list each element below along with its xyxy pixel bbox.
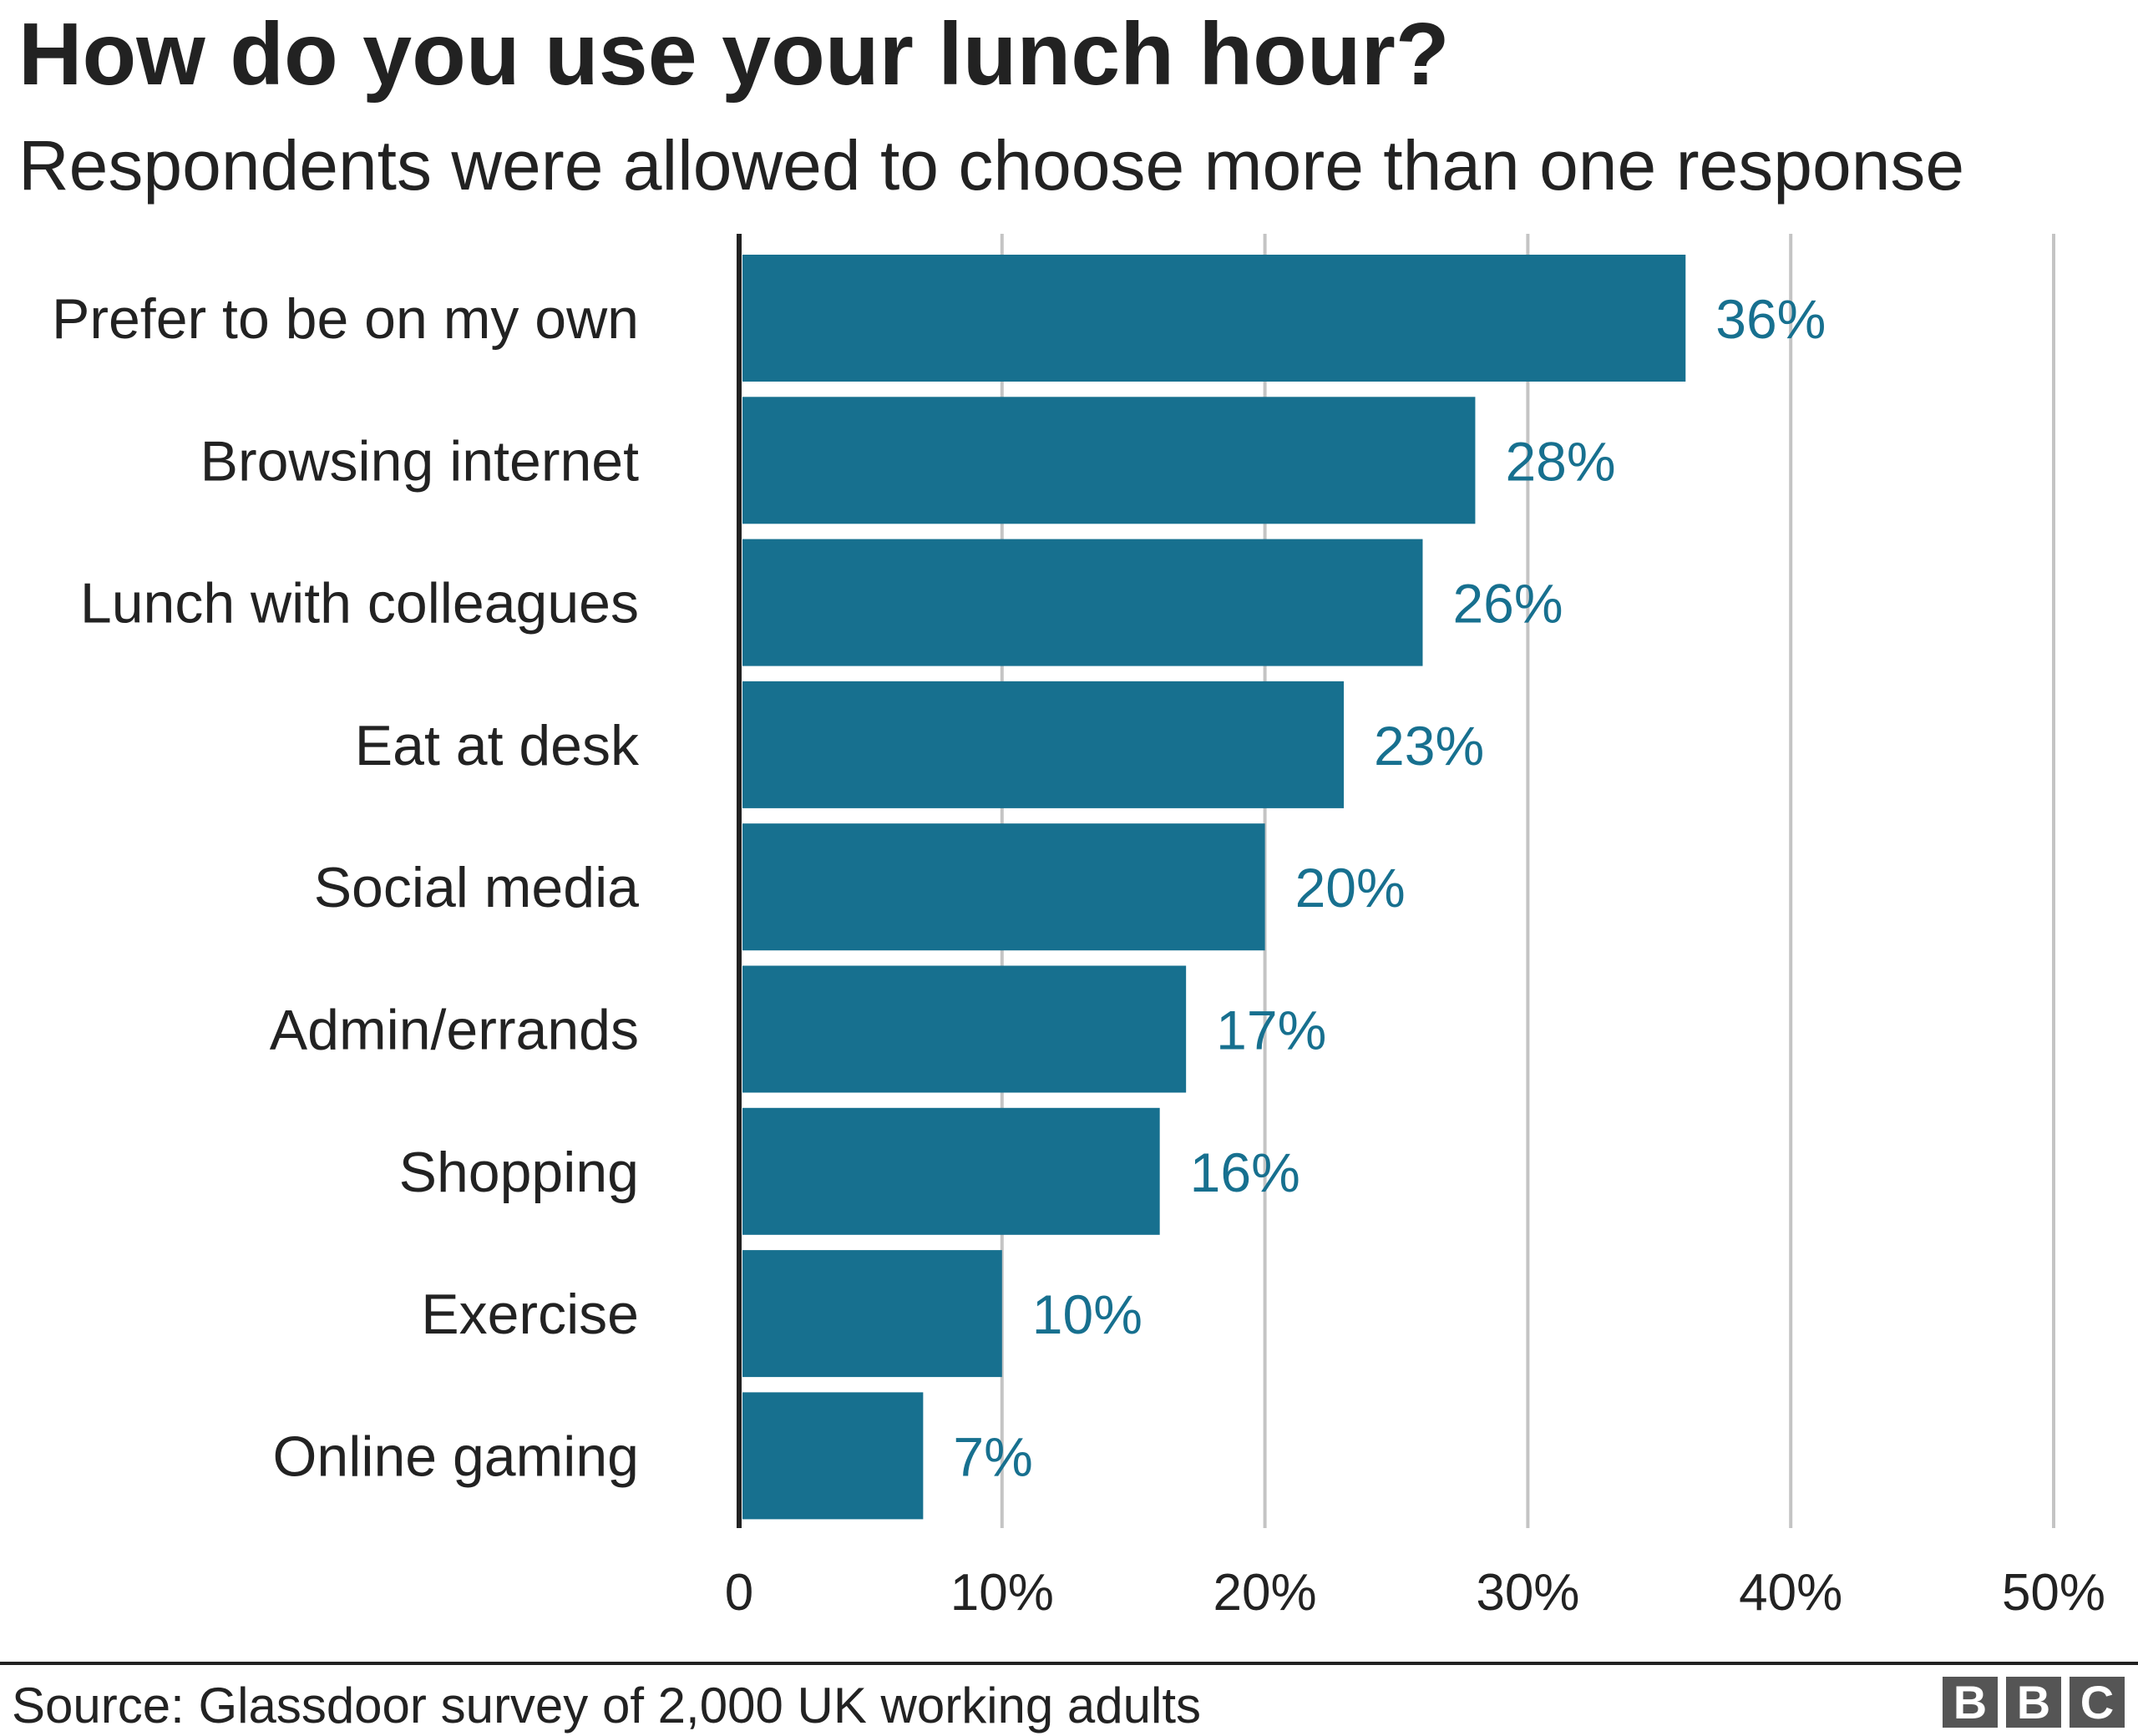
category-label: Lunch with colleagues <box>80 572 639 635</box>
bar <box>742 823 1265 951</box>
data-label: 36% <box>1715 288 1826 350</box>
data-label: 17% <box>1216 1000 1326 1061</box>
chart-title: How do you use your lunch hour? <box>18 5 1450 104</box>
bar <box>742 965 1187 1093</box>
bar <box>742 255 1686 382</box>
data-label: 10% <box>1032 1283 1142 1345</box>
data-label: 23% <box>1374 715 1484 777</box>
bar <box>742 539 1423 666</box>
bar <box>742 1250 1002 1378</box>
logo-letter: B <box>1943 1677 1998 1728</box>
category-label: Shopping <box>399 1141 639 1204</box>
category-label: Admin/errands <box>270 999 639 1062</box>
data-label: 28% <box>1505 430 1615 492</box>
data-label: 20% <box>1295 857 1406 919</box>
x-tick-label: 30% <box>1476 1564 1579 1622</box>
footer-divider <box>0 1662 2138 1665</box>
data-label: 16% <box>1190 1141 1300 1203</box>
logo-letter: C <box>2070 1677 2125 1728</box>
bar-chart: 0 10% 20% 30% 40% 50% Prefer to be on my own 36… <box>52 234 2105 1622</box>
logo-letter: B <box>2006 1677 2061 1728</box>
x-tick-label: 40% <box>1739 1564 1842 1622</box>
bar <box>742 1107 1160 1235</box>
category-label: Eat at desk <box>355 714 640 777</box>
data-label: 7% <box>953 1425 1032 1487</box>
x-tick-label: 50% <box>2002 1564 2105 1622</box>
chart-subtitle: Respondents were allowed to choose more … <box>18 126 1965 205</box>
x-tick-label: 0 <box>725 1564 753 1622</box>
x-tick-label: 20% <box>1213 1564 1317 1622</box>
source-note: Source: Glassdoor survey of 2,000 UK wor… <box>12 1678 1202 1733</box>
bar <box>742 397 1476 524</box>
category-label: Social media <box>314 856 639 919</box>
data-label: 26% <box>1452 573 1563 635</box>
bar <box>742 681 1345 808</box>
x-tick-label: 10% <box>950 1564 1054 1622</box>
bar <box>742 1392 924 1520</box>
bbc-logo: B B C <box>1943 1677 2125 1728</box>
category-label: Online gaming <box>273 1425 639 1488</box>
category-label: Prefer to be on my own <box>52 287 639 351</box>
category-label: Browsing internet <box>200 429 639 493</box>
category-label: Exercise <box>421 1283 639 1346</box>
